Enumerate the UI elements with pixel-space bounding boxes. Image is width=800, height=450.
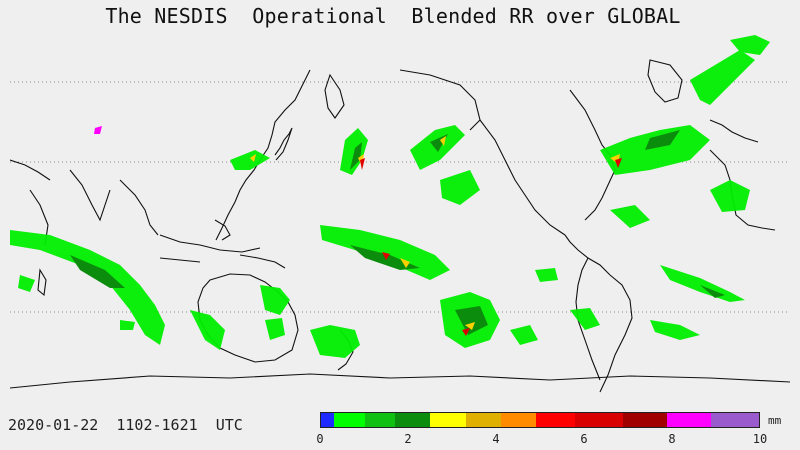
colorbar-tick-label: 4: [492, 432, 500, 446]
colorbar-tick-label: 8: [668, 432, 676, 446]
colorbar-bin: [364, 413, 396, 427]
date-range: 2020-01-22 1102-1621 UTC: [8, 416, 243, 434]
coastlines: [10, 59, 790, 393]
colorbar-unit: mm: [768, 414, 782, 427]
colorbar-tick-label: 10: [752, 432, 768, 446]
map-title: The NESDIS Operational Blended RR over G…: [105, 4, 681, 28]
colorbar-tick-label: 2: [404, 432, 412, 446]
colorbar-bin: [710, 413, 759, 427]
colorbar-bin: [465, 413, 501, 427]
colorbar: [320, 412, 760, 428]
colorbar-bin: [500, 413, 536, 427]
precip-red: [94, 126, 622, 336]
colorbar-bin: [334, 413, 365, 427]
colorbar-bin: [666, 413, 711, 427]
colorbar-bin: [395, 413, 431, 427]
colorbar-tick-label: 6: [580, 432, 588, 446]
colorbar-bin: [623, 413, 667, 427]
colorbar-bin: [535, 413, 575, 427]
colorbar-bin: [430, 413, 466, 427]
colorbar-tick-label: 0: [316, 432, 324, 446]
colorbar-bin: [574, 413, 624, 427]
colorbar-bin: [321, 413, 335, 427]
rain-rate-map: [10, 30, 790, 400]
